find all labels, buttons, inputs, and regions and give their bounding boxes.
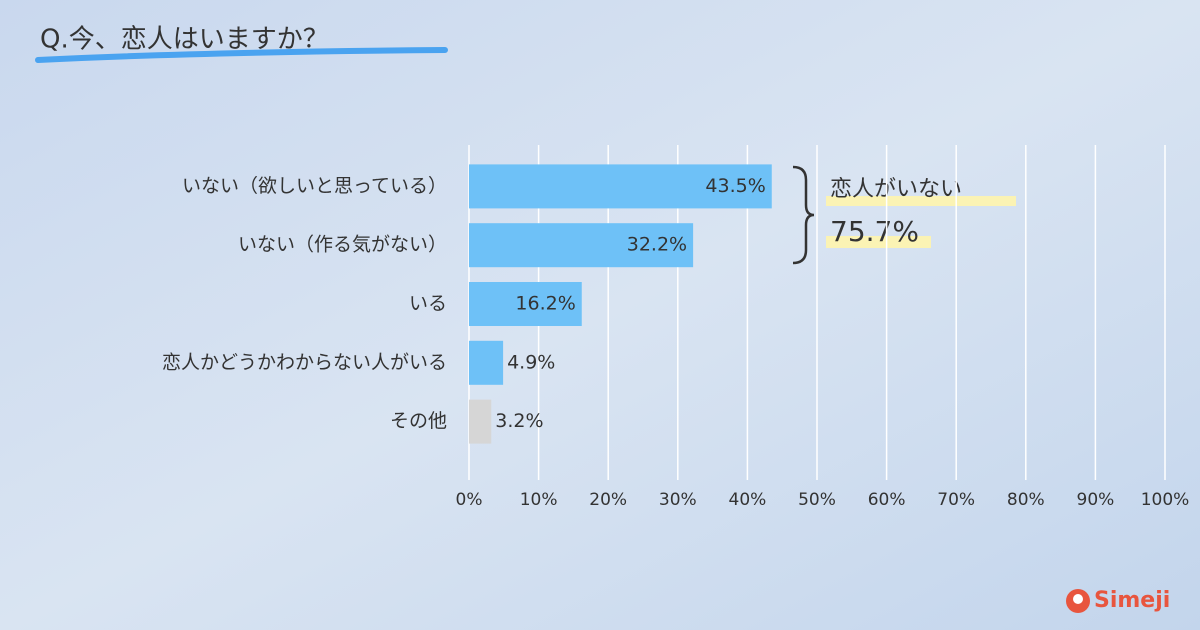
- title-underline: [35, 47, 448, 63]
- y-tick-label: いない（作る気がない）: [238, 234, 447, 256]
- y-tick-label: 恋人かどうかわからない人がいる: [162, 351, 447, 373]
- chart-title: Q.今、恋人はいますか？: [40, 25, 329, 55]
- brand: Simeji: [1094, 588, 1170, 613]
- bar: [469, 399, 492, 444]
- logo-icon: [1073, 594, 1083, 604]
- annotation: 75.7%: [830, 215, 919, 248]
- y-tick-label: いる: [409, 293, 447, 315]
- bracket: [792, 165, 815, 265]
- value-label: 16.2%: [515, 293, 575, 315]
- x-tick-label: 50%: [798, 490, 836, 510]
- x-tick-label: 20%: [589, 490, 627, 510]
- highlight: [826, 196, 1016, 206]
- x-tick-label: 40%: [729, 490, 767, 510]
- value-label: 32.2%: [627, 234, 687, 256]
- bar: [469, 223, 694, 268]
- value-label: 3.2%: [495, 410, 543, 432]
- y-tick-label: その他: [390, 410, 447, 432]
- x-tick-label: 70%: [937, 490, 975, 510]
- value-label: 43.5%: [705, 175, 765, 197]
- bar: [469, 164, 772, 209]
- x-tick-label: 0%: [456, 490, 483, 510]
- y-tick-label: いない（欲しいと思っている）: [182, 175, 447, 197]
- x-tick-label: 90%: [1077, 490, 1115, 510]
- highlight: [826, 236, 931, 248]
- x-tick-label: 100%: [1141, 490, 1190, 510]
- x-tick-label: 80%: [1007, 490, 1045, 510]
- annotation: 恋人がいない: [830, 177, 962, 202]
- bar: [469, 340, 504, 385]
- x-tick-label: 30%: [659, 490, 697, 510]
- x-tick-label: 60%: [868, 490, 906, 510]
- x-tick-label: 10%: [520, 490, 558, 510]
- value-label: 4.9%: [507, 351, 555, 373]
- bar: [469, 282, 582, 326]
